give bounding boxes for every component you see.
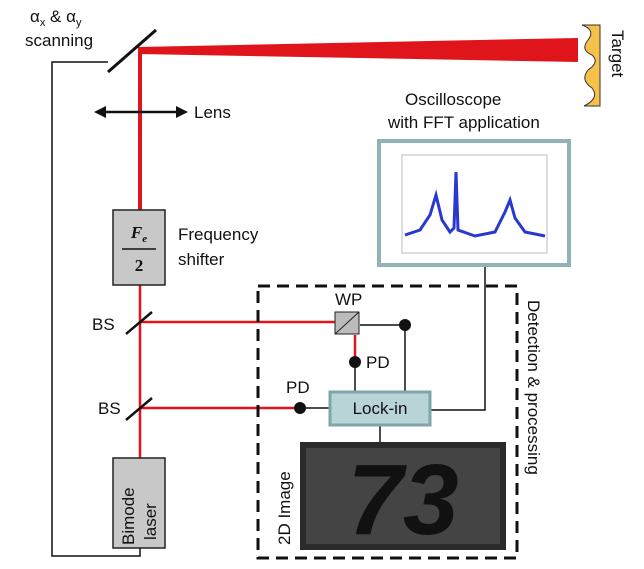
shifter-symbol: Fe [130, 223, 147, 245]
image-label: 2D Image [275, 471, 294, 545]
photodiode [294, 402, 306, 414]
target-label: Target [608, 30, 627, 78]
wire [430, 265, 486, 411]
lock-in [328, 390, 432, 427]
wp-label: WP [335, 290, 362, 309]
wire [51, 61, 141, 557]
beam-splitter [125, 397, 153, 421]
target [581, 24, 601, 107]
pd-label: PD [366, 353, 390, 372]
photodiode [349, 356, 361, 368]
image-content: 73 [347, 444, 458, 556]
bs-label: BS [98, 399, 121, 418]
image-bg [306, 448, 500, 544]
laser-label: laser [141, 503, 160, 540]
laser-label: Bimode [119, 487, 138, 545]
laser [112, 457, 166, 549]
bs-label: BS [92, 315, 115, 334]
scope-screen [401, 154, 548, 254]
scanning-mirror [107, 28, 157, 74]
beams [138, 38, 578, 458]
lock-in-label: Lock-in [353, 399, 408, 418]
scanning-label: scanning [25, 31, 93, 50]
frequency-shifter [112, 209, 166, 286]
beam-out [138, 38, 578, 62]
waveplate-line [334, 311, 360, 335]
lens-label: Lens [194, 103, 231, 122]
junction [399, 319, 411, 331]
pd-label: PD [286, 378, 310, 397]
scanning-label: αx & αy [30, 7, 82, 29]
spectrum [404, 171, 546, 238]
shifter-label: shifter [178, 250, 225, 269]
shifter-denominator: 2 [135, 256, 144, 275]
oscilloscope-label: with FFT application [387, 113, 540, 132]
lens [94, 106, 188, 118]
wires [51, 61, 486, 557]
detection-label: Detection & processing [524, 300, 543, 475]
shifter-label: Frequency [178, 225, 259, 244]
beam-splitter [125, 311, 153, 335]
oscilloscope-label: Oscilloscope [405, 90, 501, 109]
